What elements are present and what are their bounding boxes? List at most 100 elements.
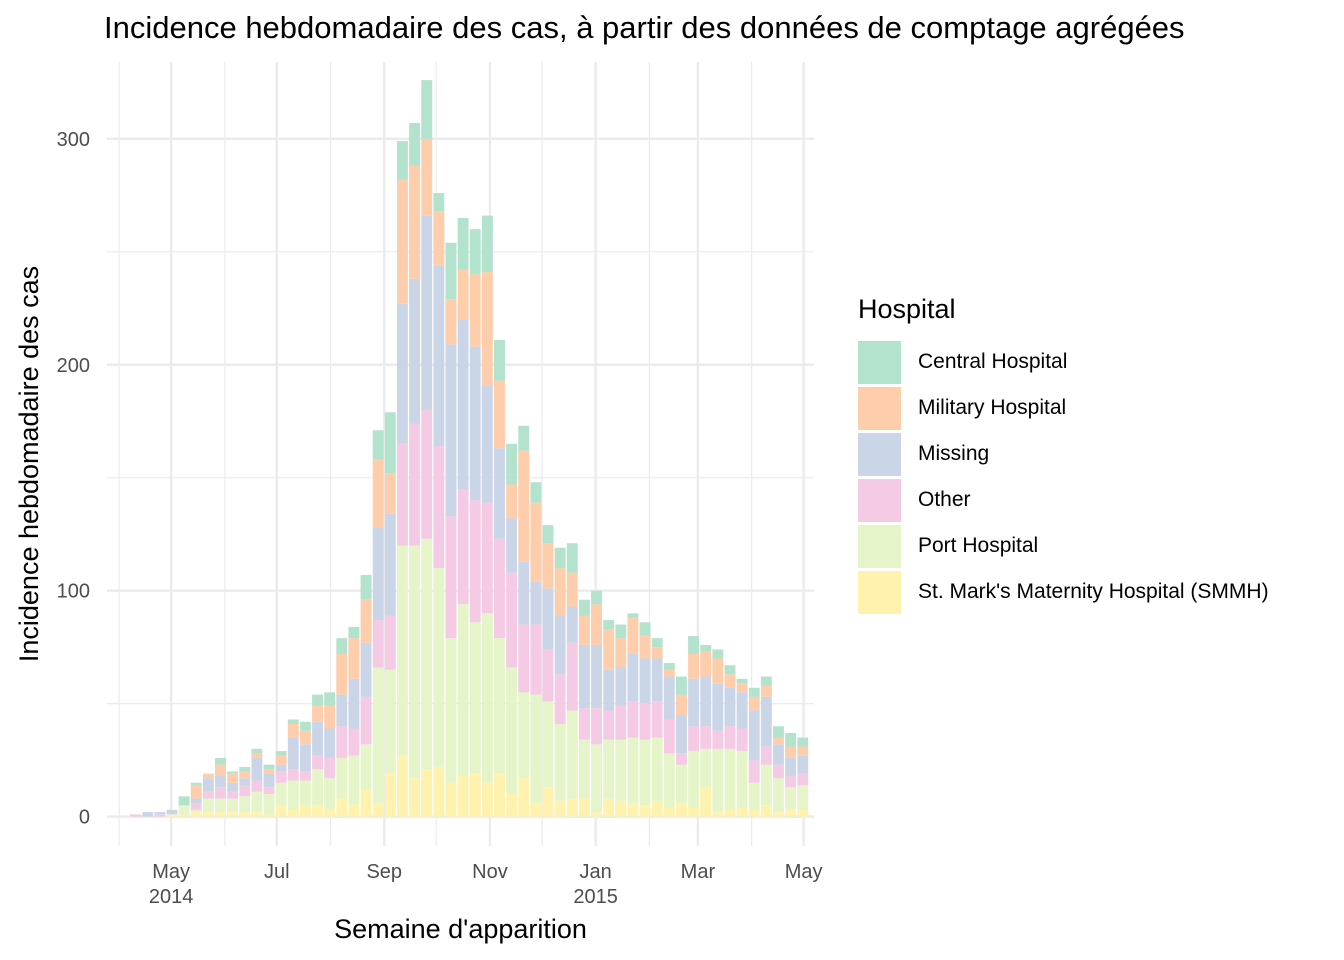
bar-segment (530, 624, 542, 695)
bar-segment (651, 647, 663, 659)
bar-segment (518, 450, 530, 562)
bar-segment (287, 737, 299, 770)
bar-segment (336, 638, 348, 654)
bar-segment (530, 581, 542, 625)
bar-segment (639, 622, 651, 636)
bar-segment (603, 739, 615, 799)
bar-segment (724, 748, 736, 810)
bar-segment (227, 773, 239, 783)
bar-segment (700, 644, 712, 652)
bars (130, 80, 809, 817)
bar-segment (785, 733, 797, 747)
bar-segment (578, 615, 590, 645)
bar-segment (578, 708, 590, 740)
bar-segment (239, 785, 251, 797)
bar-segment (433, 766, 445, 817)
bar-segment (712, 649, 724, 659)
bar-segment (578, 599, 590, 616)
bar-segment (760, 696, 772, 747)
bar-segment (312, 805, 323, 817)
bar-segment (542, 525, 554, 544)
bar-segment (688, 635, 700, 654)
bar-segment (785, 757, 797, 776)
bar-segment (215, 775, 226, 788)
bar-segment (639, 739, 651, 806)
bar-segment (639, 658, 651, 704)
bar-segment (445, 782, 457, 817)
bar-segment (396, 141, 408, 180)
bar-segment (336, 798, 348, 817)
legend-swatch (858, 340, 901, 384)
bar-segment (748, 760, 760, 783)
bar-segment (603, 629, 615, 670)
bar-segment (591, 604, 602, 645)
bar-segment (603, 669, 615, 711)
bar-segment (615, 705, 627, 740)
x-tick-label: 2015 (573, 886, 618, 908)
bar-segment (675, 764, 687, 804)
bar-segment (433, 265, 445, 447)
bar-segment (384, 513, 396, 616)
bar-segment (372, 620, 384, 668)
bar-segment (797, 809, 809, 817)
y-tick-label: 300 (57, 129, 90, 151)
bar-segment (348, 728, 360, 756)
legend-items: Central Hospital Military Hospital Missing… (858, 339, 1269, 615)
bar-segment (481, 272, 493, 386)
bar-segment (263, 764, 275, 770)
bar-segment (566, 642, 578, 711)
legend-title: Hospital (858, 294, 956, 324)
bar-segment (384, 615, 396, 670)
bar-segment (469, 346, 481, 501)
bar-segment (336, 653, 348, 695)
bar-segment (773, 812, 784, 817)
bar-segment (591, 812, 602, 817)
bar-segment (421, 80, 433, 139)
bar-segment (251, 780, 263, 792)
bar-segment (275, 751, 287, 756)
bar-segment (239, 796, 251, 813)
bar-segment (591, 708, 602, 745)
bar-segment (324, 705, 336, 729)
bar-segment (409, 278, 421, 424)
y-tick-label: 100 (57, 581, 90, 603)
bar-segment (396, 545, 408, 756)
bar-segment (421, 215, 433, 410)
bar-segment (566, 543, 578, 573)
bar-segment (518, 624, 530, 693)
bar-segment (421, 769, 433, 817)
bar-segment (494, 380, 505, 449)
bar-segment (639, 703, 651, 740)
y-axis-title: Incidence hebdomadaire des cas (14, 266, 44, 662)
bar-segment (591, 744, 602, 813)
bar-segment (215, 812, 226, 817)
bar-segment (190, 809, 202, 813)
bar-segment (566, 572, 578, 607)
bar-segment (506, 572, 518, 668)
bar-segment (396, 303, 408, 444)
bar-segment (773, 744, 784, 765)
chart-title: Incidence hebdomadaire des cas, à partir… (104, 10, 1185, 45)
legend-item: St. Mark's Maternity Hospital (SMMH) (858, 569, 1269, 615)
bar-segment (202, 773, 214, 779)
bar-segment (506, 443, 518, 485)
bar-segment (348, 626, 360, 639)
legend-swatch (858, 386, 901, 430)
bar-segment (348, 638, 360, 679)
bar-segment (760, 805, 772, 817)
bar-segment (639, 805, 651, 817)
bar-segment (785, 746, 797, 758)
bar-segment (724, 665, 736, 675)
bar-segment (688, 726, 700, 752)
bar-segment (178, 814, 190, 817)
bar-segment (287, 723, 299, 738)
bar-segment (627, 701, 639, 738)
bar-segment (360, 744, 372, 790)
bar-segment (287, 809, 299, 817)
bar-segment (554, 674, 566, 724)
bar-segment (724, 726, 736, 749)
bar-segment (409, 778, 421, 817)
bar-segment (688, 653, 700, 679)
bar-segment (700, 787, 712, 817)
bar-segment (627, 737, 639, 804)
